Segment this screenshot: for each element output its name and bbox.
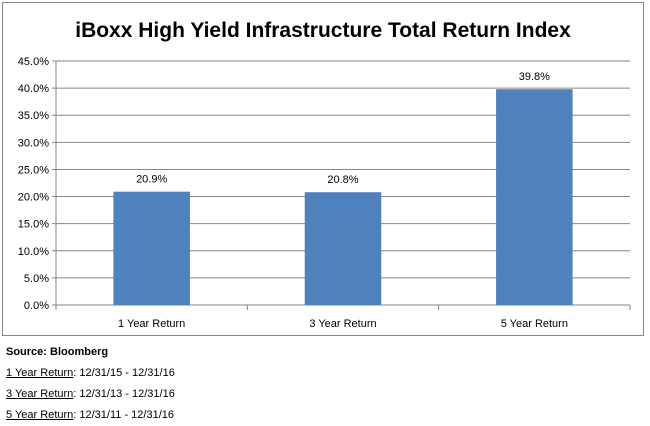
y-tick-label: 30.0% — [18, 137, 49, 149]
category-label: 1 Year Return — [118, 318, 185, 330]
footnotes: Source: Bloomberg 1 Year Return: 12/31/1… — [6, 342, 175, 426]
period-note-5: 5 Year Return: 12/31/11 - 12/31/16 — [6, 405, 175, 426]
y-tick-label: 15.0% — [18, 219, 49, 231]
bar — [113, 191, 190, 305]
y-tick-label: 40.0% — [18, 83, 49, 95]
y-tick-label: 20.0% — [18, 192, 49, 204]
data-label: 39.8% — [519, 71, 550, 83]
period-term: 5 Year Return — [6, 409, 74, 421]
data-label: 20.9% — [136, 174, 167, 186]
chart-title: iBoxx High Yield Infrastructure Total Re… — [75, 19, 571, 42]
period-note-3: 3 Year Return: 12/31/13 - 12/31/16 — [6, 384, 175, 405]
y-tick-label: 45.0% — [18, 56, 49, 68]
bar-chart: 0.0% 5.0% 10.0% 15.0% 20.0% 25.0% 30.0% 35.0% 40… — [18, 56, 631, 330]
y-tick-label: 35.0% — [18, 110, 49, 122]
y-tick-label: 10.0% — [18, 246, 49, 258]
y-tick-label: 25.0% — [18, 164, 49, 176]
category-label: 5 Year Return — [501, 318, 568, 330]
bar — [304, 192, 382, 305]
source-note: Source: Bloomberg — [6, 346, 109, 358]
period-term: 3 Year Return — [6, 388, 74, 400]
period-range: : 12/31/11 - 12/31/16 — [73, 409, 174, 421]
y-tick-label: 0.0% — [24, 300, 49, 312]
period-note-1: 1 Year Return: 12/31/15 - 12/31/16 — [6, 363, 175, 384]
period-range: : 12/31/13 - 12/31/16 — [73, 388, 175, 400]
data-label: 20.8% — [327, 174, 358, 186]
category-label: 3 Year Return — [309, 318, 376, 330]
y-tick-label: 5.0% — [24, 273, 49, 285]
period-term: 1 Year Return — [6, 367, 74, 379]
bar — [496, 89, 573, 305]
period-range: : 12/31/15 - 12/31/16 — [73, 367, 175, 379]
chart-frame: iBoxx High Yield Infrastructure Total Re… — [2, 2, 644, 336]
